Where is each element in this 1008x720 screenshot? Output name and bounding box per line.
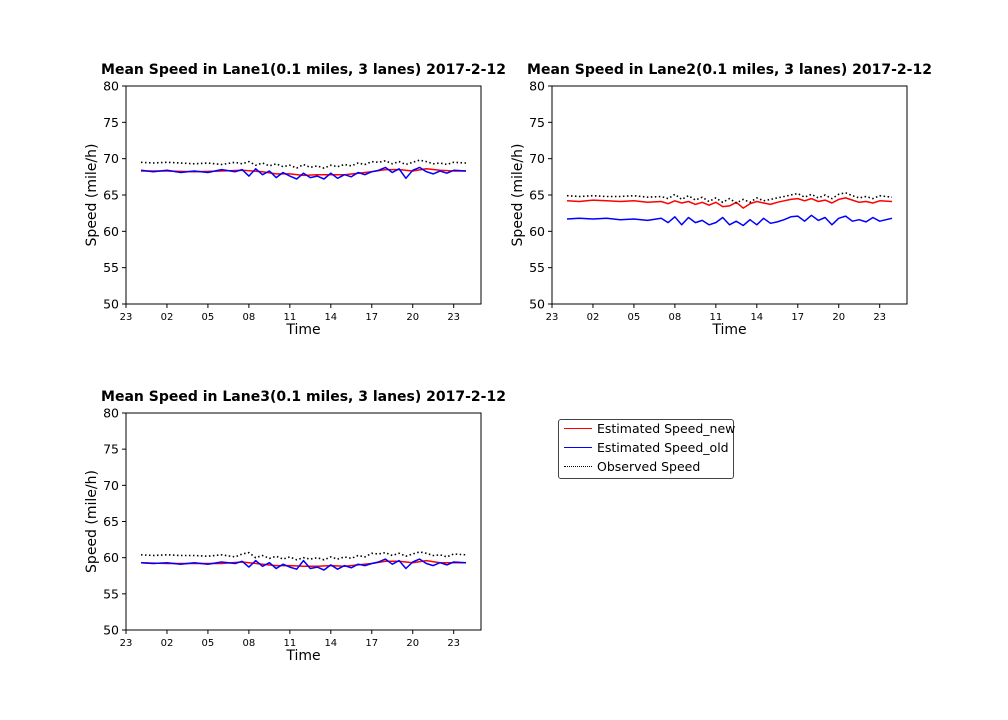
y-tick-label-55-lane2: 55 <box>529 260 545 275</box>
y-tick-label-65-lane2: 65 <box>529 188 545 203</box>
x-tick-label-02-1-lane2: 02 <box>587 312 600 323</box>
legend-swatch-observed-speed <box>564 466 592 467</box>
chart-panel-2: 50 55 60 65 70 75 80 23 02 05 08 11 14 17 20 23 Mean Spe… <box>510 62 932 338</box>
x-tick-label-17-6-lane2: 17 <box>791 312 804 323</box>
x-tick-label-23-8-lane1: 23 <box>447 312 460 323</box>
legend-swatch-estimated-speed-old <box>564 447 592 448</box>
y-tick-label-65-lane3: 65 <box>103 514 119 529</box>
x-tick-label-02-1-lane1: 02 <box>161 312 174 323</box>
x-tick-label-14-5-lane3: 14 <box>324 638 337 649</box>
y-tick-label-75-lane1: 75 <box>103 115 119 130</box>
series-line-estimated-speed-old-lane2 <box>566 214 893 227</box>
series-line-estimated-speed-old-lane1 <box>140 166 467 180</box>
y-tick-label-70-lane3: 70 <box>103 478 119 493</box>
y-tick-label-55-lane3: 55 <box>103 586 119 601</box>
x-tick-label-14-5-lane2: 14 <box>750 312 763 323</box>
x-tick-label-08-3-lane1: 08 <box>243 312 256 323</box>
series-line-observed-speed-lane1 <box>140 159 467 169</box>
chart-title-lane1: Mean Speed in Lane1(0.1 miles, 3 lanes) … <box>101 62 506 78</box>
series-line-estimated-speed-old-lane3 <box>140 558 467 571</box>
x-axis-label-lane2: Time <box>711 322 746 338</box>
x-tick-label-23-8-lane2: 23 <box>873 312 886 323</box>
series-line-estimated-speed-new-lane2 <box>566 197 893 209</box>
y-tick-label-80-lane1: 80 <box>103 79 119 94</box>
x-tick-label-20-7-lane2: 20 <box>832 312 845 323</box>
x-tick-label-17-6-lane1: 17 <box>365 312 378 323</box>
x-tick-label-20-7-lane1: 20 <box>406 312 419 323</box>
x-tick-label-11-4-lane1: 11 <box>283 312 296 323</box>
y-axis-label-lane2: Speed (mile/h) <box>510 144 526 247</box>
y-axis-label-lane1: Speed (mile/h) <box>84 144 100 247</box>
x-tick-label-23-0-lane2: 23 <box>546 312 559 323</box>
y-tick-label-70-lane2: 70 <box>529 151 545 166</box>
legend-label-observed-speed: Observed Speed <box>597 459 701 474</box>
x-tick-label-08-3-lane2: 08 <box>669 312 682 323</box>
y-tick-label-75-lane3: 75 <box>103 442 119 457</box>
x-axis-label-lane3: Time <box>285 648 320 664</box>
y-tick-label-50-lane3: 50 <box>103 623 119 638</box>
x-tick-label-05-2-lane2: 05 <box>628 312 641 323</box>
x-tick-label-17-6-lane3: 17 <box>365 638 378 649</box>
y-tick-label-75-lane2: 75 <box>529 115 545 130</box>
y-tick-label-55-lane1: 55 <box>103 260 119 275</box>
x-tick-label-20-7-lane3: 20 <box>406 638 419 649</box>
series-line-observed-speed-lane3 <box>140 551 467 561</box>
y-tick-label-50-lane1: 50 <box>103 297 119 312</box>
legend-entry-estimated-speed-new: Estimated Speed_new <box>559 420 735 438</box>
legend-entry-estimated-speed-old: Estimated Speed_old <box>559 439 735 457</box>
legend-swatch-estimated-speed-new <box>564 428 592 429</box>
legend-label-estimated-speed-old: Estimated Speed_old <box>597 440 729 455</box>
y-axis-label-lane3: Speed (mile/h) <box>84 470 100 573</box>
chart-title-lane2: Mean Speed in Lane2(0.1 miles, 3 lanes) … <box>527 62 932 78</box>
plot-frame-lane2 <box>551 85 908 305</box>
plot-frame-lane1 <box>125 85 482 305</box>
plot-frame-lane3 <box>125 412 482 631</box>
series-line-observed-speed-lane2 <box>566 192 893 204</box>
x-tick-label-23-0-lane1: 23 <box>120 312 133 323</box>
x-tick-label-11-4-lane2: 11 <box>709 312 722 323</box>
legend-label-estimated-speed-new: Estimated Speed_new <box>597 421 736 436</box>
y-tick-label-50-lane2: 50 <box>529 297 545 312</box>
y-tick-label-80-lane3: 80 <box>103 406 119 421</box>
y-tick-label-70-lane1: 70 <box>103 151 119 166</box>
y-tick-label-60-lane1: 60 <box>103 224 119 239</box>
x-tick-label-08-3-lane3: 08 <box>243 638 256 649</box>
x-tick-label-23-8-lane3: 23 <box>447 638 460 649</box>
x-tick-label-11-4-lane3: 11 <box>283 638 296 649</box>
x-tick-label-14-5-lane1: 14 <box>324 312 337 323</box>
x-tick-label-23-0-lane3: 23 <box>120 638 133 649</box>
chart-title-lane3: Mean Speed in Lane3(0.1 miles, 3 lanes) … <box>101 389 506 405</box>
y-tick-label-60-lane2: 60 <box>529 224 545 239</box>
y-tick-label-60-lane3: 60 <box>103 550 119 565</box>
x-tick-label-05-2-lane1: 05 <box>202 312 215 323</box>
x-axis-label-lane1: Time <box>285 322 320 338</box>
y-tick-label-65-lane1: 65 <box>103 188 119 203</box>
x-tick-label-02-1-lane3: 02 <box>161 638 174 649</box>
legend: Estimated Speed_new Estimated Speed_old … <box>558 419 735 479</box>
y-tick-label-80-lane2: 80 <box>529 79 545 94</box>
chart-panel-1: 50 55 60 65 70 75 80 23 02 05 08 11 14 17 20 23 Mean Spe… <box>84 62 506 338</box>
x-tick-label-05-2-lane3: 05 <box>202 638 215 649</box>
chart-panel-3: 50 55 60 65 70 75 80 23 02 05 08 11 14 17 20 23 Mean Spe… <box>84 389 506 664</box>
legend-entry-observed-speed: Observed Speed <box>559 458 735 476</box>
